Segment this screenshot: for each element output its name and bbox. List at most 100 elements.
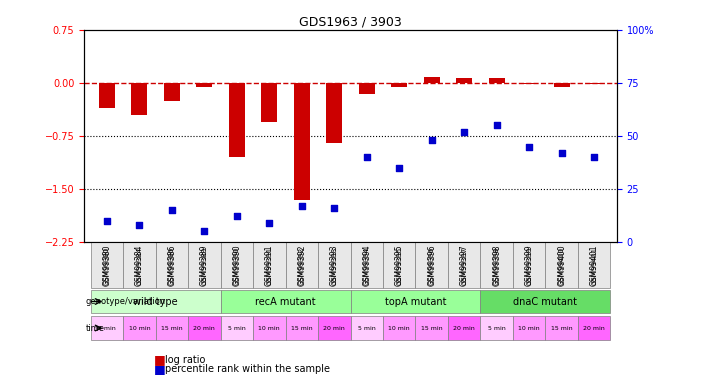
FancyBboxPatch shape (285, 242, 318, 288)
Text: wild type: wild type (133, 297, 178, 306)
Bar (326, 83, 342, 143)
Text: topA mutant: topA mutant (385, 297, 447, 306)
Text: GSM99392: GSM99392 (297, 244, 306, 286)
FancyBboxPatch shape (480, 242, 513, 288)
Text: 20 min: 20 min (583, 326, 605, 330)
Text: GSM99398: GSM99398 (492, 244, 501, 286)
FancyBboxPatch shape (318, 316, 350, 340)
FancyBboxPatch shape (350, 242, 383, 288)
Text: GSM99386: GSM99386 (169, 246, 175, 285)
FancyBboxPatch shape (90, 242, 123, 288)
Text: GSM99389: GSM99389 (200, 244, 209, 286)
Bar (294, 83, 310, 200)
Point (394, 165, 405, 171)
Point (426, 137, 437, 143)
FancyBboxPatch shape (545, 316, 578, 340)
FancyBboxPatch shape (383, 242, 416, 288)
Text: 20 min: 20 min (323, 326, 345, 330)
Text: genotype/variation: genotype/variation (86, 297, 166, 306)
Bar (586, 83, 602, 84)
Text: GSM99391: GSM99391 (265, 244, 274, 286)
Text: 20 min: 20 min (193, 326, 215, 330)
Point (329, 205, 340, 211)
Point (458, 129, 470, 135)
Text: GSM99398: GSM99398 (494, 246, 500, 285)
FancyBboxPatch shape (416, 242, 448, 288)
FancyBboxPatch shape (578, 242, 611, 288)
FancyBboxPatch shape (123, 242, 156, 288)
Text: GSM99400: GSM99400 (559, 246, 564, 285)
FancyBboxPatch shape (448, 242, 480, 288)
FancyBboxPatch shape (90, 290, 221, 314)
Text: log ratio: log ratio (165, 355, 205, 365)
Text: GSM99397: GSM99397 (461, 246, 467, 285)
Text: 5 min: 5 min (98, 326, 116, 330)
Bar (391, 83, 407, 87)
FancyBboxPatch shape (221, 242, 253, 288)
Point (134, 222, 145, 228)
Bar (554, 83, 570, 87)
Text: GSM99397: GSM99397 (460, 244, 469, 286)
Text: GSM99391: GSM99391 (266, 246, 272, 285)
Text: GSM99390: GSM99390 (232, 244, 241, 286)
Text: GSM99386: GSM99386 (168, 244, 177, 286)
Text: 5 min: 5 min (228, 326, 245, 330)
Text: GSM99395: GSM99395 (395, 244, 404, 286)
FancyBboxPatch shape (221, 316, 253, 340)
Point (296, 203, 307, 209)
Bar (423, 77, 440, 83)
FancyBboxPatch shape (318, 242, 350, 288)
Text: GSM99400: GSM99400 (557, 244, 566, 286)
Text: percentile rank within the sample: percentile rank within the sample (165, 364, 329, 374)
Text: 15 min: 15 min (551, 326, 573, 330)
Text: time: time (86, 324, 104, 333)
Text: 10 min: 10 min (388, 326, 410, 330)
Text: GSM99395: GSM99395 (396, 246, 402, 285)
Text: 5 min: 5 min (358, 326, 376, 330)
FancyBboxPatch shape (545, 242, 578, 288)
Title: GDS1963 / 3903: GDS1963 / 3903 (299, 16, 402, 29)
Point (198, 228, 210, 234)
Point (589, 154, 600, 160)
Point (524, 144, 535, 150)
FancyBboxPatch shape (285, 316, 318, 340)
Point (101, 218, 112, 224)
Text: GSM99389: GSM99389 (201, 246, 207, 285)
FancyBboxPatch shape (350, 290, 480, 314)
FancyBboxPatch shape (156, 242, 188, 288)
Text: GSM99384: GSM99384 (135, 244, 144, 286)
Text: 5 min: 5 min (488, 326, 505, 330)
Bar (164, 83, 180, 100)
Point (231, 213, 243, 219)
Text: 20 min: 20 min (454, 326, 475, 330)
Bar (521, 83, 537, 84)
Text: GSM99380: GSM99380 (104, 246, 110, 285)
FancyBboxPatch shape (90, 316, 123, 340)
FancyBboxPatch shape (253, 242, 285, 288)
Text: GSM99396: GSM99396 (427, 244, 436, 286)
FancyBboxPatch shape (480, 290, 611, 314)
FancyBboxPatch shape (221, 290, 350, 314)
Text: 10 min: 10 min (128, 326, 150, 330)
Text: 15 min: 15 min (421, 326, 442, 330)
FancyBboxPatch shape (513, 316, 545, 340)
FancyBboxPatch shape (383, 316, 416, 340)
Point (166, 207, 177, 213)
Bar (261, 83, 278, 122)
FancyBboxPatch shape (156, 316, 188, 340)
FancyBboxPatch shape (188, 316, 221, 340)
Text: GSM99394: GSM99394 (362, 244, 372, 286)
Text: dnaC mutant: dnaC mutant (513, 297, 578, 306)
Point (491, 122, 503, 128)
Text: GSM99393: GSM99393 (332, 246, 337, 285)
Text: 10 min: 10 min (518, 326, 540, 330)
Text: recA mutant: recA mutant (255, 297, 316, 306)
Text: GSM99399: GSM99399 (526, 246, 532, 285)
Text: GSM99401: GSM99401 (591, 246, 597, 285)
Text: GSM99384: GSM99384 (137, 246, 142, 285)
FancyBboxPatch shape (448, 316, 480, 340)
Bar (489, 78, 505, 83)
FancyBboxPatch shape (513, 242, 545, 288)
FancyBboxPatch shape (416, 316, 448, 340)
Text: GSM99401: GSM99401 (590, 244, 599, 286)
